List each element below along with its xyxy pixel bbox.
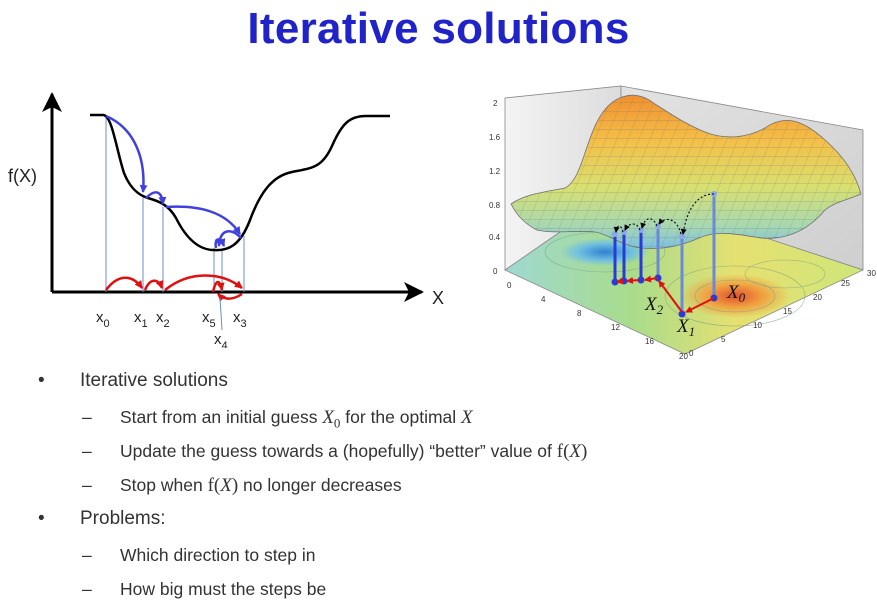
tick-x4: x4 bbox=[214, 331, 228, 348]
svg-text:25: 25 bbox=[841, 279, 850, 288]
surface-plot: 2 1.6 1.2 0.8 0.4 0 0 4 8 12 16 20 0 5 1… bbox=[489, 85, 876, 361]
x4-pointer bbox=[219, 297, 223, 331]
step-arrows bbox=[105, 114, 242, 249]
tick-x3: x3 bbox=[233, 309, 247, 330]
x-axis-label: X bbox=[432, 288, 444, 308]
sub-bullet-direction: Which direction to step in bbox=[38, 540, 858, 574]
sub-bullet-step-size: How big must the steps be bbox=[38, 574, 858, 608]
sub-bullet-stop: Stop when f(X) no longer decreases bbox=[38, 470, 858, 504]
surface-mesh bbox=[511, 95, 861, 249]
svg-text:30: 30 bbox=[867, 269, 876, 278]
label-X2: X2 bbox=[644, 294, 664, 317]
svg-text:0: 0 bbox=[689, 349, 694, 358]
tick-x2: x2 bbox=[156, 309, 170, 330]
bullet-iterative-solutions: Iterative solutions bbox=[38, 366, 858, 402]
svg-text:12: 12 bbox=[611, 323, 620, 332]
x-axis-ticks: 0 4 8 12 16 20 bbox=[507, 281, 688, 361]
z-axis-ticks: 2 1.6 1.2 0.8 0.4 0 bbox=[489, 99, 501, 276]
bullet-list: Iterative solutions Start from an initia… bbox=[38, 366, 858, 608]
function-plot: f(X) X x0 x1 x2 x5 x3 x4 bbox=[8, 92, 444, 348]
svg-text:0: 0 bbox=[493, 267, 498, 276]
floor-hotspot bbox=[680, 274, 790, 318]
svg-text:0.4: 0.4 bbox=[489, 233, 501, 242]
tick-x5: x5 bbox=[202, 309, 216, 330]
svg-text:8: 8 bbox=[577, 309, 582, 318]
svg-text:1.2: 1.2 bbox=[489, 167, 501, 176]
y-axis-ticks: 0 5 10 15 20 25 30 bbox=[689, 269, 876, 358]
bullet-problems: Problems: bbox=[38, 504, 858, 540]
jump-arrows bbox=[105, 274, 243, 302]
tick-labels: x0 x1 x2 x5 x3 x4 bbox=[96, 309, 247, 348]
surface-arcs bbox=[613, 193, 715, 235]
svg-text:0: 0 bbox=[507, 281, 512, 290]
drop-lines bbox=[105, 115, 245, 292]
page-title: Iterative solutions bbox=[247, 4, 630, 53]
y-axis-label: f(X) bbox=[8, 166, 37, 186]
tick-x0: x0 bbox=[96, 309, 110, 330]
svg-text:10: 10 bbox=[753, 321, 762, 330]
sub-bullet-update: Update the guess towards a (hopefully) “… bbox=[38, 436, 858, 470]
svg-text:1.6: 1.6 bbox=[489, 133, 501, 142]
function-curve bbox=[90, 113, 390, 252]
sub-bullet-start: Start from an initial guess X0 for the o… bbox=[38, 402, 858, 436]
label-X1: X1 bbox=[676, 316, 695, 339]
svg-text:4: 4 bbox=[541, 295, 546, 304]
floor-path bbox=[616, 275, 715, 313]
svg-text:15: 15 bbox=[783, 307, 792, 316]
svg-text:2: 2 bbox=[493, 99, 498, 108]
svg-text:20: 20 bbox=[813, 293, 822, 302]
svg-text:16: 16 bbox=[645, 337, 654, 346]
svg-text:0.8: 0.8 bbox=[489, 201, 501, 210]
svg-text:20: 20 bbox=[679, 352, 688, 361]
iteration-stems bbox=[613, 194, 716, 314]
tick-x1: x1 bbox=[134, 309, 148, 330]
label-X0: X0 bbox=[726, 282, 746, 305]
svg-text:5: 5 bbox=[721, 335, 726, 344]
